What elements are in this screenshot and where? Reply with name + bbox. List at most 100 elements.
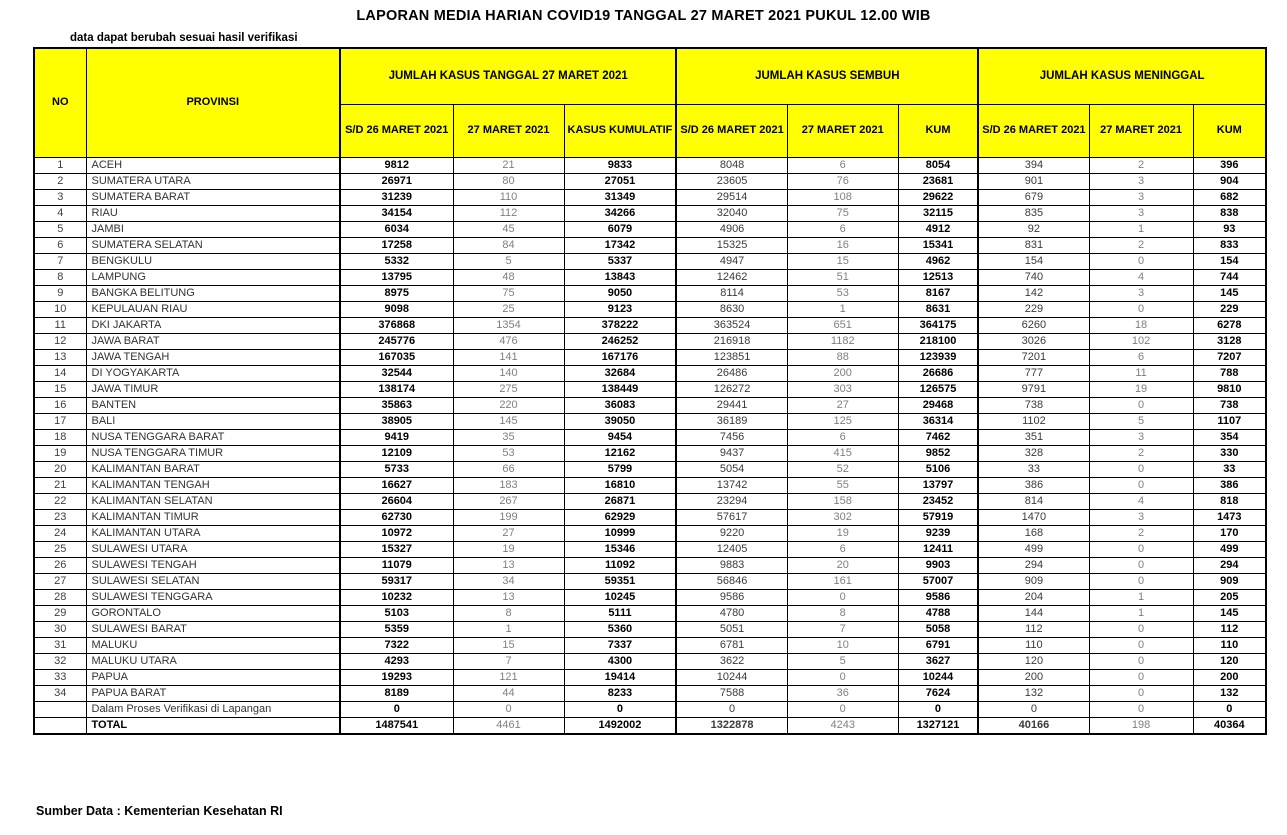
row-number: 25 <box>33 541 87 558</box>
value-cell: 12109 <box>339 445 454 462</box>
value-cell: 26871 <box>563 493 677 510</box>
value-cell: 93 <box>1192 221 1267 238</box>
value-cell: 126575 <box>897 381 979 398</box>
table-row: 8 LAMPUNG 13795 48 13843 12462 51 12513 740 4 744 <box>33 269 1267 286</box>
value-cell: 246252 <box>563 333 677 350</box>
row-number: 5 <box>33 221 87 238</box>
value-cell: 141 <box>452 349 565 366</box>
value-cell: 4780 <box>675 605 788 622</box>
value-cell: 88 <box>786 349 899 366</box>
value-cell: 6 <box>786 429 899 446</box>
province-name: KALIMANTAN TENGAH <box>85 477 341 494</box>
row-number: 4 <box>33 205 87 222</box>
value-cell: 183 <box>452 477 565 494</box>
table-row: 30 SULAWESI BARAT 5359 1 5360 5051 7 5058 112 0 11… <box>33 621 1267 638</box>
group-header-sembuh: JUMLAH KASUS SEMBUH <box>675 47 979 105</box>
province-name: SULAWESI BARAT <box>85 621 341 638</box>
value-cell: 13843 <box>563 269 677 286</box>
table-row: 27 SULAWESI SELATAN 59317 34 59351 56846 161 57… <box>33 573 1267 590</box>
value-cell: 112 <box>1192 621 1267 638</box>
value-cell: 23681 <box>897 173 979 190</box>
value-cell: 904 <box>1192 173 1267 190</box>
value-cell: 19 <box>1088 381 1194 398</box>
value-cell: 909 <box>1192 573 1267 590</box>
value-cell: 9812 <box>339 157 454 174</box>
value-cell: 33 <box>1192 461 1267 478</box>
value-cell: 31239 <box>339 189 454 206</box>
value-cell: 1354 <box>452 317 565 334</box>
table-row: 3 SUMATERA BARAT 31239 110 31349 29514 108 2962… <box>33 189 1267 206</box>
value-cell: 0 <box>1088 397 1194 414</box>
value-cell: 1470 <box>977 509 1090 526</box>
province-name: BANTEN <box>85 397 341 414</box>
province-name: TOTAL <box>85 717 341 735</box>
value-cell: 1 <box>1088 605 1194 622</box>
subheader-meninggal-sd26: S/D 26 MARET 2021 <box>977 104 1090 158</box>
value-cell: 3 <box>1088 173 1194 190</box>
table-row: 16 BANTEN 35863 220 36083 29441 27 29468 738 0 738 <box>33 397 1267 414</box>
value-cell: 132 <box>1192 685 1267 702</box>
value-cell: 29441 <box>675 397 788 414</box>
value-cell: 92 <box>977 221 1090 238</box>
value-cell: 788 <box>1192 365 1267 382</box>
value-cell: 0 <box>675 701 788 718</box>
value-cell: 267 <box>452 493 565 510</box>
value-cell: 26686 <box>897 365 979 382</box>
value-cell: 7337 <box>563 637 677 654</box>
value-cell: 142 <box>977 285 1090 302</box>
value-cell: 11 <box>1088 365 1194 382</box>
value-cell: 110 <box>1192 637 1267 654</box>
province-name: SUMATERA UTARA <box>85 173 341 190</box>
value-cell: 4300 <box>563 653 677 670</box>
value-cell: 1 <box>1088 221 1194 238</box>
province-name: SULAWESI UTARA <box>85 541 341 558</box>
province-name: SULAWESI SELATAN <box>85 573 341 590</box>
value-cell: 10244 <box>675 669 788 686</box>
value-cell: 8233 <box>563 685 677 702</box>
value-cell: 29468 <box>897 397 979 414</box>
value-cell: 7322 <box>339 637 454 654</box>
province-name: DKI JAKARTA <box>85 317 341 334</box>
value-cell: 744 <box>1192 269 1267 286</box>
value-cell: 3 <box>1088 429 1194 446</box>
value-cell: 0 <box>563 701 677 718</box>
value-cell: 6260 <box>977 317 1090 334</box>
value-cell: 376868 <box>339 317 454 334</box>
table-row: 6 SUMATERA SELATAN 17258 84 17342 15325 16 1534… <box>33 237 1267 254</box>
province-name: PAPUA <box>85 669 341 686</box>
value-cell: 0 <box>786 669 899 686</box>
row-number: 7 <box>33 253 87 270</box>
value-cell: 26604 <box>339 493 454 510</box>
table-row: 24 KALIMANTAN UTARA 10972 27 10999 9220 19 9239… <box>33 525 1267 542</box>
value-cell: 0 <box>452 701 565 718</box>
value-cell: 57617 <box>675 509 788 526</box>
row-number: 34 <box>33 685 87 702</box>
table-row: 7 BENGKULU 5332 5 5337 4947 15 4962 154 0 154 <box>33 253 1267 270</box>
value-cell: 120 <box>1192 653 1267 670</box>
value-cell: 378222 <box>563 317 677 334</box>
row-number: 16 <box>33 397 87 414</box>
value-cell: 21 <box>452 157 565 174</box>
table-row: 17 BALI 38905 145 39050 36189 125 36314 1102 5 110… <box>33 413 1267 430</box>
province-name: JAWA BARAT <box>85 333 341 350</box>
value-cell: 16627 <box>339 477 454 494</box>
value-cell: 302 <box>786 509 899 526</box>
value-cell: 161 <box>786 573 899 590</box>
value-cell: 1492002 <box>563 717 677 735</box>
value-cell: 8 <box>452 605 565 622</box>
value-cell: 200 <box>1192 669 1267 686</box>
value-cell: 53 <box>786 285 899 302</box>
value-cell: 120 <box>977 653 1090 670</box>
value-cell: 0 <box>786 589 899 606</box>
value-cell: 26486 <box>675 365 788 382</box>
value-cell: 9239 <box>897 525 979 542</box>
value-cell: 10245 <box>563 589 677 606</box>
value-cell: 245776 <box>339 333 454 350</box>
value-cell: 738 <box>977 397 1090 414</box>
value-cell: 170 <box>1192 525 1267 542</box>
value-cell: 9220 <box>675 525 788 542</box>
value-cell: 80 <box>452 173 565 190</box>
value-cell: 19 <box>786 525 899 542</box>
value-cell: 62929 <box>563 509 677 526</box>
table-row: 10 KEPULAUAN RIAU 9098 25 9123 8630 1 8631 229 0 2… <box>33 301 1267 318</box>
